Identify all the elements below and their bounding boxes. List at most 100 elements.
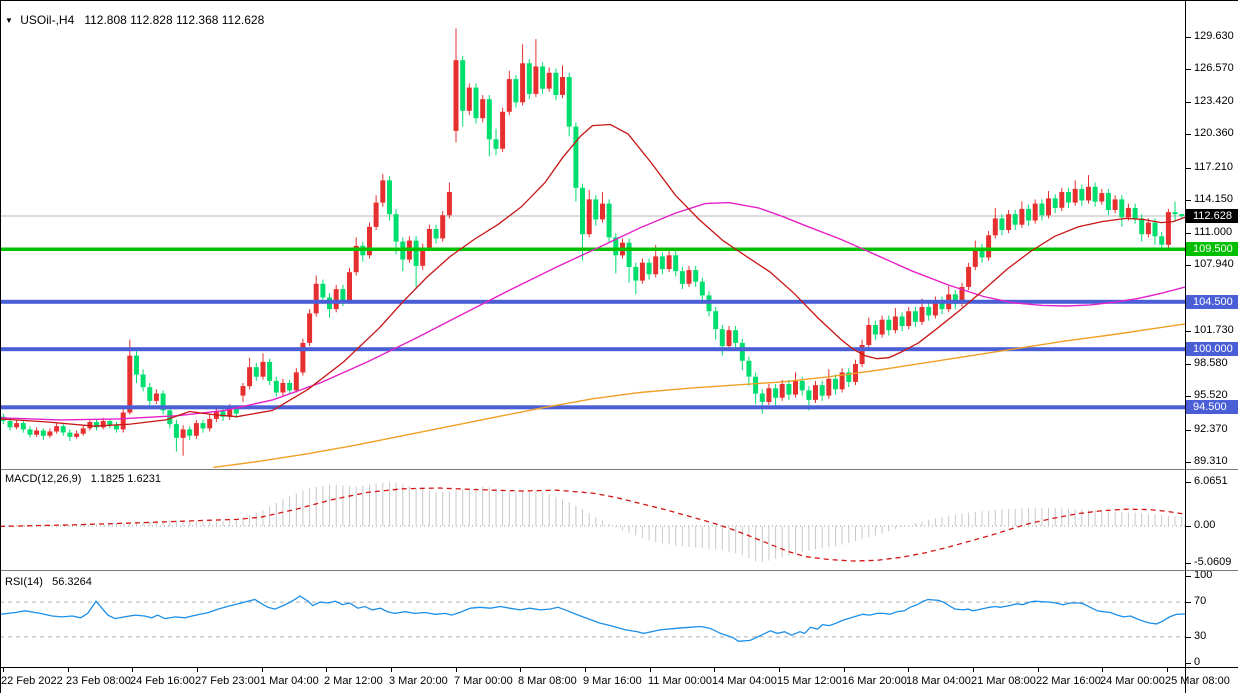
time-label: 24 Feb 16:00 bbox=[130, 675, 195, 687]
candle bbox=[220, 411, 226, 417]
candle bbox=[380, 180, 386, 203]
price-axis-tick bbox=[1186, 396, 1191, 397]
time-label: 23 Feb 08:00 bbox=[66, 675, 131, 687]
candle bbox=[972, 247, 978, 267]
candle bbox=[673, 255, 679, 272]
price-axis[interactable]: 129.630 126.570 123.420 120.360 117.210 114.1… bbox=[1186, 0, 1238, 693]
candle bbox=[639, 262, 645, 281]
candle bbox=[533, 66, 539, 94]
candle bbox=[80, 428, 86, 434]
price-axis-tick bbox=[1186, 364, 1191, 365]
symbol-header: ▼ USOil-,H4 112.808 112.828 112.368 112.… bbox=[5, 13, 264, 27]
candle bbox=[912, 311, 918, 322]
candle bbox=[440, 215, 446, 239]
candle bbox=[919, 307, 925, 322]
candle bbox=[333, 289, 339, 310]
candle bbox=[966, 266, 972, 287]
candle bbox=[1172, 212, 1178, 215]
candle bbox=[606, 203, 612, 238]
price-axis-label: 126.570 bbox=[1194, 62, 1234, 74]
candle bbox=[739, 342, 745, 361]
price-axis-label: 89.310 bbox=[1194, 455, 1228, 467]
candle bbox=[260, 361, 266, 377]
candle bbox=[580, 187, 585, 235]
blue-level-line bbox=[0, 299, 1185, 304]
time-tick bbox=[197, 668, 198, 672]
candle bbox=[233, 408, 239, 414]
candle bbox=[1179, 214, 1185, 216]
macd-axis-tick bbox=[1186, 526, 1191, 527]
price-axis-label: 111.000 bbox=[1194, 226, 1233, 238]
price-axis-tick bbox=[1186, 265, 1191, 266]
candle bbox=[140, 374, 146, 388]
candle bbox=[300, 342, 306, 373]
candle bbox=[666, 255, 672, 269]
candle bbox=[227, 408, 233, 417]
candle bbox=[1165, 212, 1171, 245]
candle bbox=[546, 72, 552, 89]
candle bbox=[713, 311, 719, 330]
window-left-border bbox=[0, 0, 1, 693]
time-tick bbox=[68, 668, 69, 672]
price-axis-label: 117.210 bbox=[1194, 161, 1233, 173]
candle bbox=[393, 214, 399, 242]
time-tick bbox=[520, 668, 521, 672]
rsi-header: RSI(14) 56.3264 bbox=[5, 576, 92, 588]
candle bbox=[833, 378, 838, 390]
candle bbox=[413, 240, 419, 266]
time-tick bbox=[391, 668, 392, 672]
rsi-chart[interactable] bbox=[0, 571, 1185, 667]
candle bbox=[466, 87, 472, 111]
time-tick bbox=[132, 668, 133, 672]
macd-chart[interactable] bbox=[0, 470, 1185, 569]
candle bbox=[460, 60, 466, 111]
price-axis-label: 114.150 bbox=[1194, 193, 1233, 205]
candle bbox=[839, 372, 845, 390]
candle bbox=[773, 388, 779, 398]
rsi-line bbox=[0, 595, 1185, 642]
time-label: 1 Mar 04:00 bbox=[260, 675, 319, 687]
green-level-line bbox=[0, 247, 1185, 251]
candle bbox=[799, 380, 805, 391]
candle bbox=[200, 423, 206, 429]
candle bbox=[60, 426, 66, 433]
main-chart[interactable] bbox=[0, 0, 1185, 468]
candle bbox=[420, 247, 426, 266]
candle bbox=[173, 424, 179, 438]
candle bbox=[293, 372, 299, 391]
time-label: 3 Mar 20:00 bbox=[389, 675, 448, 687]
time-tick bbox=[908, 668, 909, 672]
price-axis-label: 98.580 bbox=[1194, 357, 1228, 369]
candle bbox=[320, 283, 326, 298]
time-label: 2 Mar 12:00 bbox=[324, 675, 383, 687]
time-axis[interactable]: 22 Feb 2022 23 Feb 08:00 24 Feb 16:00 27 Fe… bbox=[0, 668, 1238, 693]
candle bbox=[866, 325, 872, 345]
candle bbox=[759, 393, 765, 402]
time-tick bbox=[844, 668, 845, 672]
candle bbox=[952, 294, 958, 304]
candle bbox=[367, 226, 372, 256]
price-axis-tick bbox=[1186, 134, 1191, 135]
blue-level-line bbox=[0, 347, 1185, 352]
rsi-axis-label: 100 bbox=[1194, 569, 1213, 581]
time-tick bbox=[973, 668, 974, 672]
chevron-down-icon[interactable]: ▼ bbox=[5, 16, 13, 25]
ma-fast-red bbox=[0, 123, 1185, 427]
candle bbox=[826, 378, 832, 396]
rsi-axis-tick bbox=[1186, 576, 1191, 577]
candle bbox=[1119, 199, 1125, 218]
candle bbox=[886, 319, 892, 331]
candle bbox=[560, 77, 565, 95]
candle bbox=[373, 202, 379, 227]
price-axis-tick bbox=[1186, 233, 1191, 234]
candle bbox=[1125, 207, 1131, 218]
candle bbox=[540, 66, 546, 89]
price-badge-blue: 100.000 bbox=[1186, 342, 1238, 356]
candle bbox=[753, 376, 759, 394]
price-axis-tick bbox=[1186, 102, 1191, 103]
rsi-axis-label: 30 bbox=[1194, 630, 1207, 642]
candle bbox=[513, 79, 519, 103]
time-label: 14 Mar 04:00 bbox=[712, 675, 777, 687]
candle bbox=[1012, 214, 1018, 225]
macd-axis-label: -5.0609 bbox=[1194, 556, 1232, 568]
